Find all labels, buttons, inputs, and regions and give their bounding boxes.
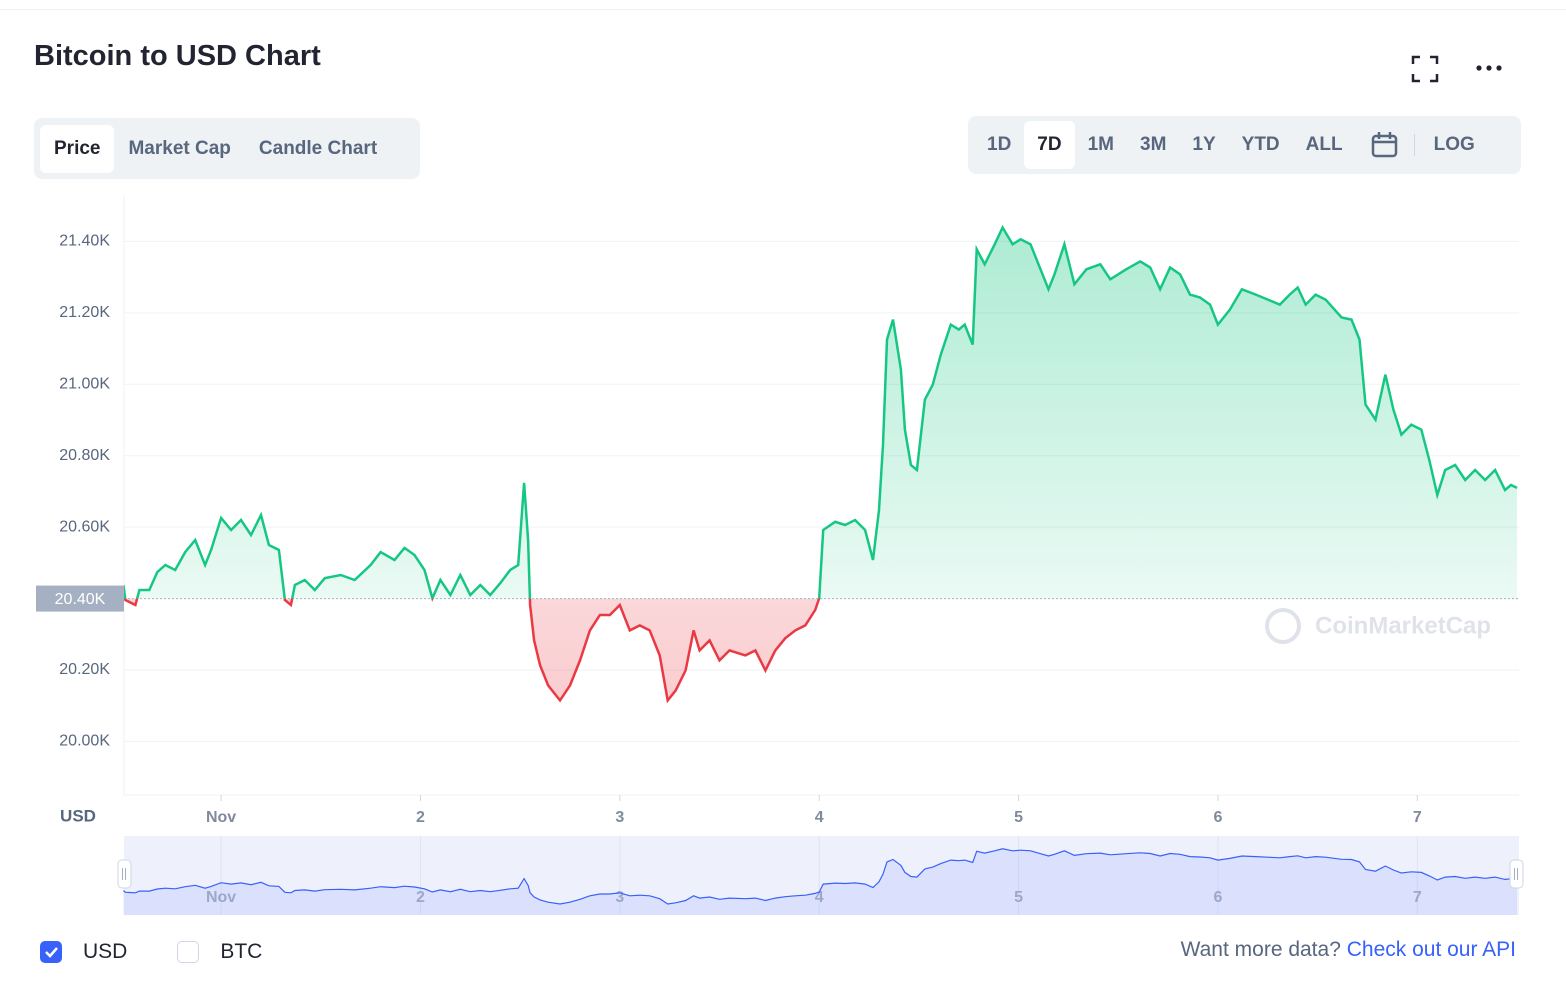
divider	[0, 9, 1566, 10]
check-mark	[45, 947, 58, 958]
navigator-tick-label: 2	[416, 889, 425, 906]
navigator-tick-label: 3	[615, 889, 624, 906]
checkbox[interactable]	[177, 941, 200, 963]
navigator-tick-label: 6	[1213, 889, 1222, 906]
x-tick-label: 2	[416, 809, 425, 826]
navigator-handle-grip	[1514, 868, 1518, 880]
navigator-tick-label: Nov	[206, 889, 236, 906]
range-tab[interactable]: 1Y	[1192, 134, 1216, 155]
more-icon[interactable]	[1474, 60, 1504, 76]
x-tick-label: 7	[1413, 809, 1422, 826]
area-up	[124, 227, 1517, 599]
y-tick-label: 21.00K	[59, 376, 110, 393]
range-tab[interactable]: ALL	[1305, 134, 1343, 155]
x-tick-label: 6	[1213, 809, 1222, 826]
navigator-handle[interactable]	[117, 859, 132, 889]
chart-type-tab[interactable]: Market Cap	[128, 137, 231, 159]
chart-type-tab[interactable]: Price	[40, 124, 115, 173]
watermark: CoinMarketCap	[1265, 608, 1491, 644]
api-prompt: Want more data?	[1180, 938, 1341, 961]
navigator-bg	[124, 836, 1519, 915]
navigator-handle[interactable]	[1509, 859, 1524, 889]
x-tick-label: 3	[615, 809, 624, 826]
y-tick-label: 21.20K	[59, 304, 110, 321]
log-toggle[interactable]: LOG	[1433, 134, 1475, 155]
y-tick-label: 20.60K	[59, 518, 110, 535]
price-line-up	[124, 224, 1518, 599]
api-promo: Want more data? Check out our API	[1181, 938, 1516, 962]
checkbox[interactable]	[40, 941, 62, 963]
x-tick-label: Nov	[206, 809, 236, 826]
checkbox-label: USD	[83, 940, 128, 963]
y-tick-label: 20.80K	[59, 447, 110, 464]
navigator-line	[122, 848, 1518, 905]
navigator-tick-label: 5	[1014, 889, 1023, 906]
navigator-handle-grip	[122, 868, 126, 880]
y-tick-label: 20.00K	[59, 733, 110, 750]
currency-legend: USD BTC	[40, 938, 262, 966]
range-tab[interactable]: 1D	[987, 134, 1012, 155]
watermark-text: CoinMarketCap	[1315, 612, 1491, 639]
y-tick-label: 20.20K	[59, 661, 110, 678]
range-separator	[1413, 134, 1415, 156]
area-down	[125, 598, 820, 701]
calendar-icon[interactable]	[1370, 130, 1400, 160]
range-tab[interactable]: 3M	[1140, 134, 1167, 155]
range-tabs: 1D 7D 1M 3M 1Y YTD ALL LOG	[968, 116, 1521, 174]
api-link[interactable]: Check out our API	[1346, 938, 1516, 961]
baseline-label-bg	[36, 585, 124, 612]
y-axis-unit: USD	[60, 806, 96, 825]
checkbox-label: BTC	[220, 940, 263, 963]
x-tick-label: 5	[1014, 809, 1023, 826]
navigator-tick-label: 7	[1413, 889, 1422, 906]
chart-type-tab[interactable]: Candle Chart	[258, 137, 378, 159]
range-tab[interactable]: 1M	[1087, 134, 1114, 155]
chart-type-tabs: Price Market Cap Candle Chart	[34, 118, 420, 179]
y-tick-label: 21.40K	[59, 233, 110, 250]
navigator-area	[123, 848, 1517, 915]
x-tick-label: 4	[815, 809, 824, 826]
range-tab[interactable]: YTD	[1241, 134, 1280, 155]
fullscreen-icon[interactable]	[1411, 55, 1439, 83]
navigator-tick-label: 4	[815, 889, 824, 906]
baseline-label: 20.40K	[55, 591, 106, 608]
chart-title: Bitcoin to USD Chart	[34, 40, 321, 72]
range-tab[interactable]: 7D	[1024, 121, 1075, 169]
